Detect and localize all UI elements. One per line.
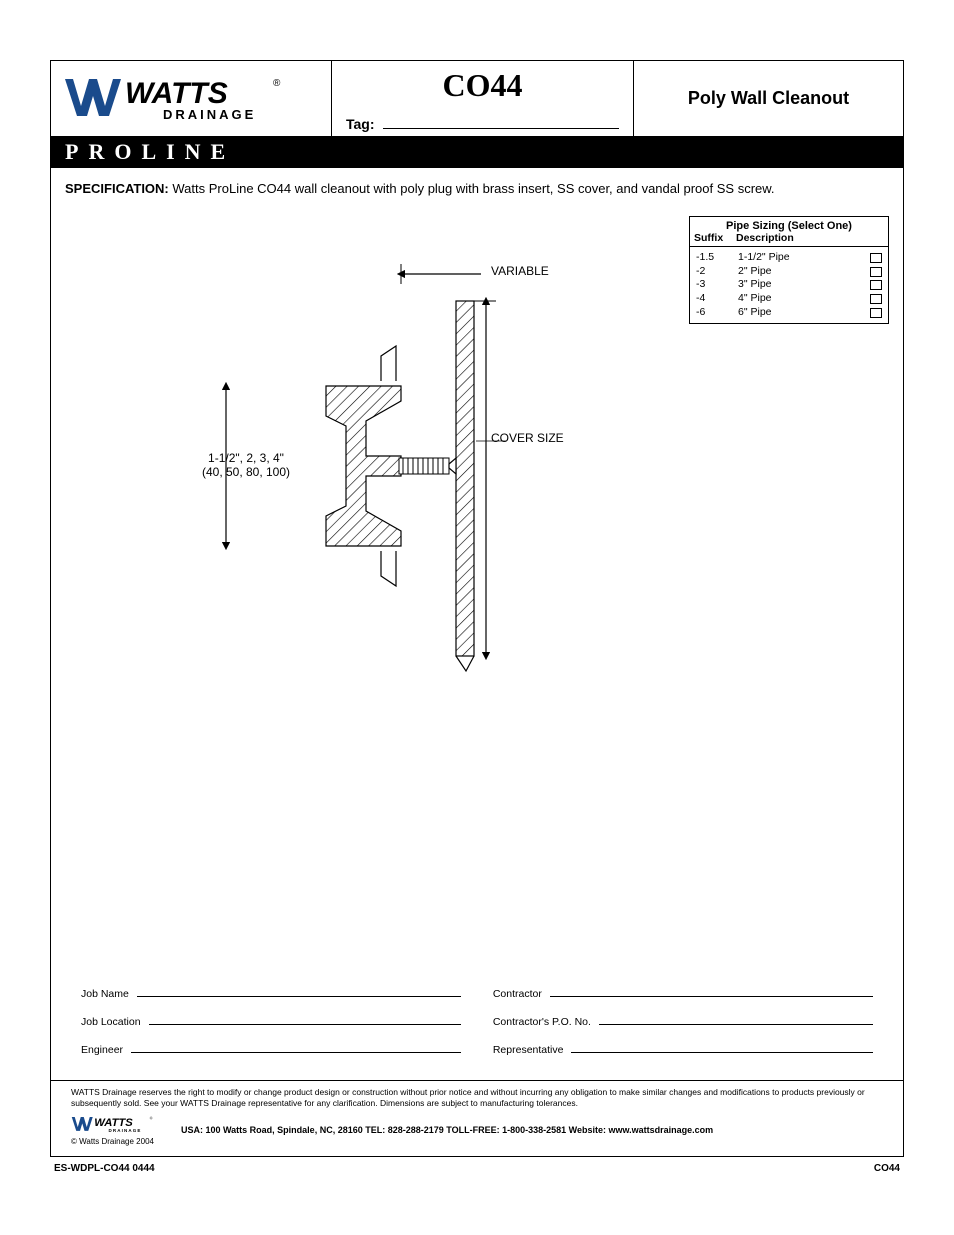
input-po-no[interactable]	[599, 1024, 873, 1025]
pipe-row: -1.51-1/2" Pipe	[696, 251, 882, 265]
code-left: ES-WDPL-CO44 0444	[54, 1163, 155, 1174]
content-area: Pipe Sizing (Select One) Suffix Descript…	[51, 206, 903, 976]
svg-text:®: ®	[150, 1117, 153, 1121]
proline-bar: PROLINE	[51, 136, 903, 168]
disclaimer-text: WATTS Drainage reserves the right to mod…	[71, 1087, 883, 1108]
checkbox[interactable]	[870, 280, 882, 290]
tag-label: Tag:	[346, 116, 375, 132]
form-col-left: Job Name Job Location Engineer	[81, 988, 461, 1072]
copyright: © Watts Drainage 2004	[71, 1137, 161, 1146]
svg-text:®: ®	[273, 78, 281, 89]
pipe-row: -22" Pipe	[696, 265, 882, 279]
label-cover-size: COVER SIZE	[491, 431, 564, 445]
spec-label: SPECIFICATION:	[65, 181, 169, 196]
input-job-name[interactable]	[137, 996, 461, 997]
svg-text:WATTS: WATTS	[125, 77, 228, 110]
label-job-name: Job Name	[81, 988, 129, 1000]
tag-input-line[interactable]	[383, 128, 619, 129]
form-col-right: Contractor Contractor's P.O. No. Represe…	[493, 988, 873, 1072]
checkbox[interactable]	[870, 294, 882, 304]
label-representative: Representative	[493, 1044, 564, 1056]
small-logo-wrap: WATTS ® DRAINAGE © Watts Drainage 2004	[71, 1114, 161, 1146]
logo-cell: WATTS ® DRAINAGE	[51, 61, 331, 136]
pipe-row: -33" Pipe	[696, 278, 882, 292]
col-description: Description	[736, 232, 884, 244]
pipe-sizing-table: Pipe Sizing (Select One) Suffix Descript…	[689, 216, 889, 324]
spec-sheet: WATTS ® DRAINAGE CO44 Tag: Poly Wall Cle…	[50, 60, 904, 1157]
label-contractor: Contractor	[493, 988, 542, 1000]
footer-section: WATTS Drainage reserves the right to mod…	[51, 1080, 903, 1156]
col-suffix: Suffix	[694, 232, 736, 244]
label-job-location: Job Location	[81, 1016, 141, 1028]
contact-info: USA: 100 Watts Road, Spindale, NC, 28160…	[181, 1125, 883, 1135]
technical-diagram: VARIABLE COVER SIZE 1-1/2", 2, 3, 4" (40…	[111, 226, 571, 686]
svg-text:DRAINAGE: DRAINAGE	[163, 107, 256, 122]
input-contractor[interactable]	[550, 996, 873, 997]
pipe-row: -44" Pipe	[696, 292, 882, 306]
pipe-table-title: Pipe Sizing (Select One)	[690, 217, 888, 232]
checkbox[interactable]	[870, 308, 882, 318]
checkbox[interactable]	[870, 267, 882, 277]
form-section: Job Name Job Location Engineer Contracto…	[51, 976, 903, 1080]
input-representative[interactable]	[571, 1052, 873, 1053]
input-engineer[interactable]	[131, 1052, 461, 1053]
input-job-location[interactable]	[149, 1024, 462, 1025]
watts-logo: WATTS ® DRAINAGE	[63, 71, 303, 126]
svg-text:WATTS: WATTS	[94, 1117, 133, 1129]
pipe-table-body: -1.51-1/2" Pipe -22" Pipe -33" Pipe -44"…	[690, 247, 888, 323]
watts-logo-small: WATTS ® DRAINAGE	[71, 1114, 161, 1135]
specification-text: SPECIFICATION: Watts ProLine CO44 wall c…	[51, 168, 903, 206]
tag-line: Tag:	[346, 116, 619, 132]
svg-text:DRAINAGE: DRAINAGE	[109, 1128, 142, 1133]
pipe-row: -66" Pipe	[696, 306, 882, 320]
label-po-no: Contractor's P.O. No.	[493, 1016, 591, 1028]
code-right: CO44	[874, 1163, 900, 1174]
model-number: CO44	[346, 67, 619, 104]
bottom-codes: ES-WDPL-CO44 0444 CO44	[50, 1163, 904, 1174]
header-row: WATTS ® DRAINAGE CO44 Tag: Poly Wall Cle…	[51, 61, 903, 136]
footer-row: WATTS ® DRAINAGE © Watts Drainage 2004 U…	[71, 1114, 883, 1146]
title-cell: CO44 Tag:	[331, 61, 633, 136]
label-variable: VARIABLE	[491, 264, 549, 278]
label-engineer: Engineer	[81, 1044, 123, 1056]
spec-body: Watts ProLine CO44 wall cleanout with po…	[172, 181, 774, 196]
pipe-table-columns: Suffix Description	[690, 232, 888, 247]
checkbox[interactable]	[870, 253, 882, 263]
label-sizes: 1-1/2", 2, 3, 4" (40, 50, 80, 100)	[181, 451, 311, 479]
product-name: Poly Wall Cleanout	[633, 61, 903, 136]
